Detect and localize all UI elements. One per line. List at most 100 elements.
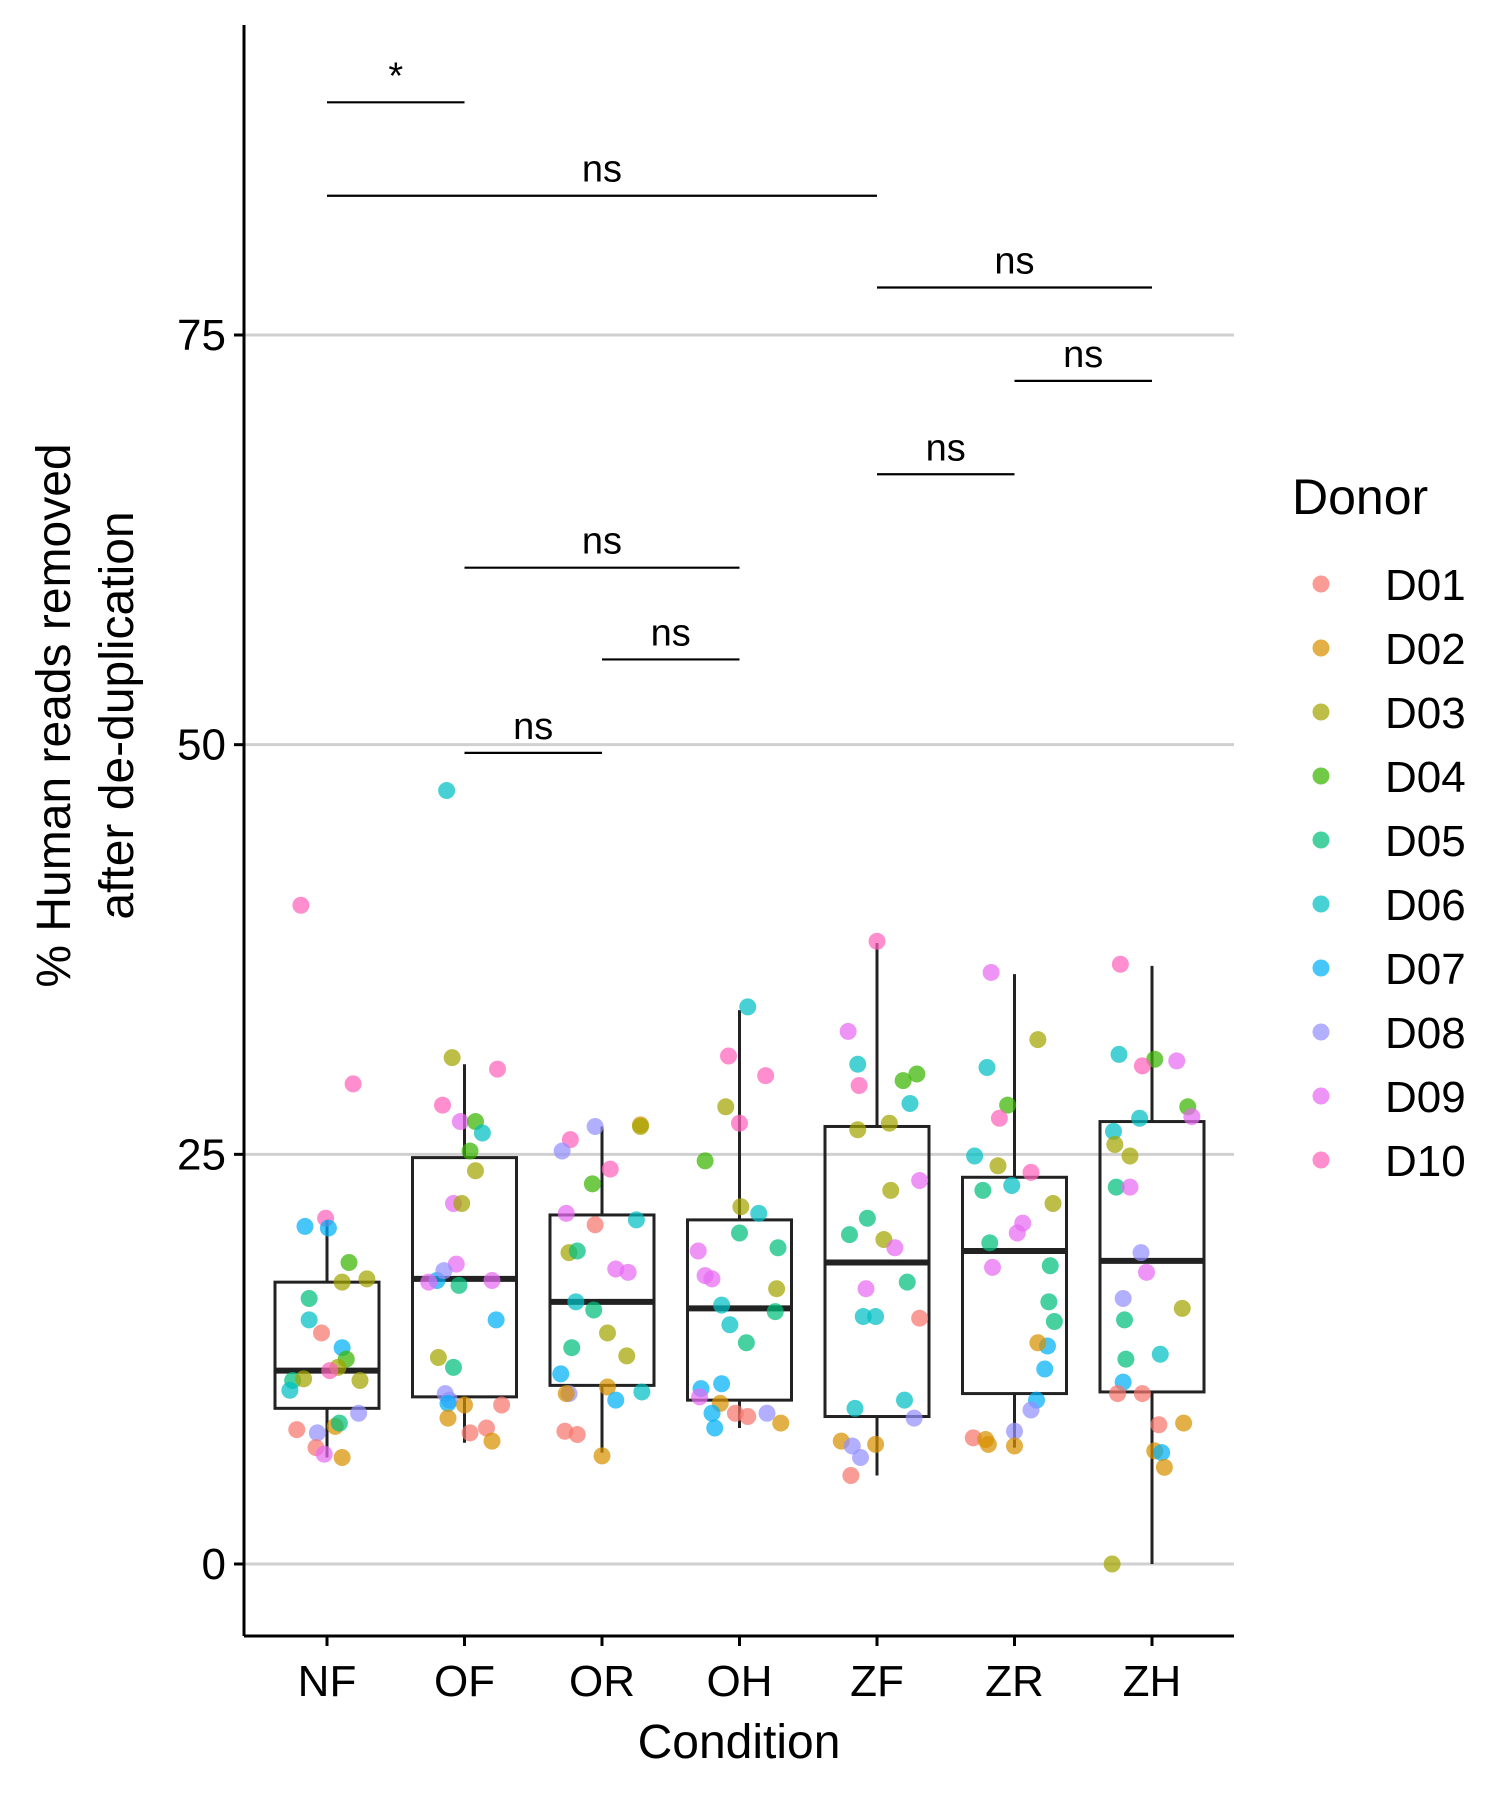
point-d02 (333, 1448, 351, 1466)
point-d03 (351, 1371, 369, 1389)
point-d03 (443, 1049, 461, 1067)
significance-label: * (388, 55, 403, 97)
point-d02 (867, 1435, 885, 1453)
point-d02 (439, 1409, 457, 1427)
boxplot-oh (686, 1010, 793, 1428)
point-d09 (420, 1273, 438, 1291)
axes: 0 25 50 75 NF OF OR OH ZF ZR ZH (177, 25, 1234, 1706)
point-d06 (978, 1058, 996, 1076)
significance-brackets: * ns ns ns ns ns ns ns (327, 55, 1152, 754)
box-iqr (961, 1175, 1068, 1396)
legend-swatch (1312, 1087, 1330, 1105)
x-tick-label: OH (707, 1657, 773, 1706)
point-d08 (553, 1142, 571, 1160)
point-d06 (721, 1316, 739, 1334)
legend-label: D05 (1385, 817, 1466, 866)
point-d10 (1111, 955, 1129, 973)
legend-label: D10 (1385, 1137, 1466, 1186)
legend-item-d08: D08 (1312, 1009, 1466, 1058)
point-d06 (750, 1204, 768, 1222)
legend-label: D06 (1385, 881, 1466, 930)
point-d05 (898, 1273, 916, 1291)
legend-swatch (1312, 639, 1330, 657)
point-d10 (1133, 1057, 1151, 1075)
point-d03 (1173, 1299, 1191, 1317)
point-d09 (1168, 1052, 1186, 1070)
point-d08 (1022, 1401, 1040, 1419)
point-d04 (583, 1175, 601, 1193)
point-d06 (438, 782, 456, 800)
point-d06 (854, 1308, 872, 1326)
point-d01 (478, 1419, 495, 1437)
point-d08 (435, 1262, 453, 1280)
point-d01 (493, 1396, 511, 1414)
point-d01 (568, 1426, 586, 1444)
point-d05 (300, 1290, 318, 1308)
point-d03 (429, 1349, 447, 1367)
point-d04 (999, 1096, 1017, 1114)
point-d02 (1155, 1458, 1173, 1476)
point-d06 (849, 1055, 867, 1073)
point-d05 (769, 1239, 787, 1257)
point-d07 (319, 1219, 337, 1237)
point-d06 (1151, 1345, 1169, 1363)
comparison-zr-zh: ns (1014, 334, 1152, 382)
point-d03 (1044, 1194, 1062, 1212)
point-d08 (1114, 1290, 1132, 1308)
point-d01 (1109, 1385, 1127, 1403)
point-d04 (908, 1065, 926, 1083)
point-d07 (713, 1375, 731, 1393)
point-d05 (731, 1224, 748, 1242)
point-d06 (1110, 1045, 1128, 1063)
y-tick-label: 0 (202, 1540, 226, 1589)
legend-item-d04: D04 (1312, 753, 1466, 802)
point-d05 (445, 1358, 462, 1376)
point-d09 (1008, 1224, 1026, 1242)
point-d09 (1183, 1108, 1201, 1126)
point-d08 (852, 1448, 869, 1466)
legend-items: D01 D02 D03 D04 D05 D06 D07 D08 D09 D10 (1312, 561, 1466, 1186)
point-d07 (1153, 1444, 1171, 1462)
legend-item-d05: D05 (1312, 817, 1466, 866)
point-d02 (456, 1396, 473, 1414)
point-d03 (768, 1280, 786, 1298)
point-d02 (1029, 1334, 1047, 1352)
comparison-nf-zf: ns (327, 149, 877, 197)
point-d05 (766, 1303, 784, 1321)
point-d06 (896, 1391, 913, 1409)
legend-label: D01 (1385, 561, 1466, 610)
significance-label: ns (651, 612, 691, 654)
legend-swatch (1312, 895, 1330, 913)
point-d07 (607, 1391, 625, 1409)
point-d04 (340, 1253, 358, 1271)
point-d06 (281, 1381, 299, 1399)
point-d06 (846, 1399, 864, 1417)
point-d02 (483, 1432, 501, 1450)
point-d09 (1121, 1178, 1139, 1196)
point-d05 (737, 1334, 755, 1352)
point-d06 (739, 998, 757, 1016)
legend-label: D07 (1385, 945, 1466, 994)
comparison-of-oh: ns (464, 521, 740, 569)
boxplot-zf (823, 942, 931, 1476)
legend-item-d02: D02 (1312, 625, 1466, 674)
point-d05 (981, 1234, 999, 1252)
legend-label: D08 (1385, 1009, 1466, 1058)
point-d06 (1105, 1122, 1122, 1140)
legend-swatch (1312, 703, 1330, 721)
point-d08 (1132, 1244, 1150, 1262)
point-d10 (292, 896, 310, 914)
point-d09 (984, 1258, 1001, 1276)
point-d09 (451, 1113, 469, 1131)
point-d08 (905, 1409, 923, 1427)
point-d08 (1006, 1422, 1023, 1440)
legend: Donor D01 D02 D03 D04 D05 D06 D07 D08 D09 D10 (1292, 469, 1466, 1186)
point-d06 (867, 1308, 885, 1326)
point-d09 (315, 1445, 333, 1463)
point-d10 (720, 1047, 737, 1065)
x-axis-title: Condition (638, 1716, 841, 1769)
point-d07 (552, 1365, 570, 1383)
point-d05 (568, 1242, 586, 1260)
point-d03 (882, 1181, 900, 1199)
point-d05 (1117, 1350, 1135, 1368)
